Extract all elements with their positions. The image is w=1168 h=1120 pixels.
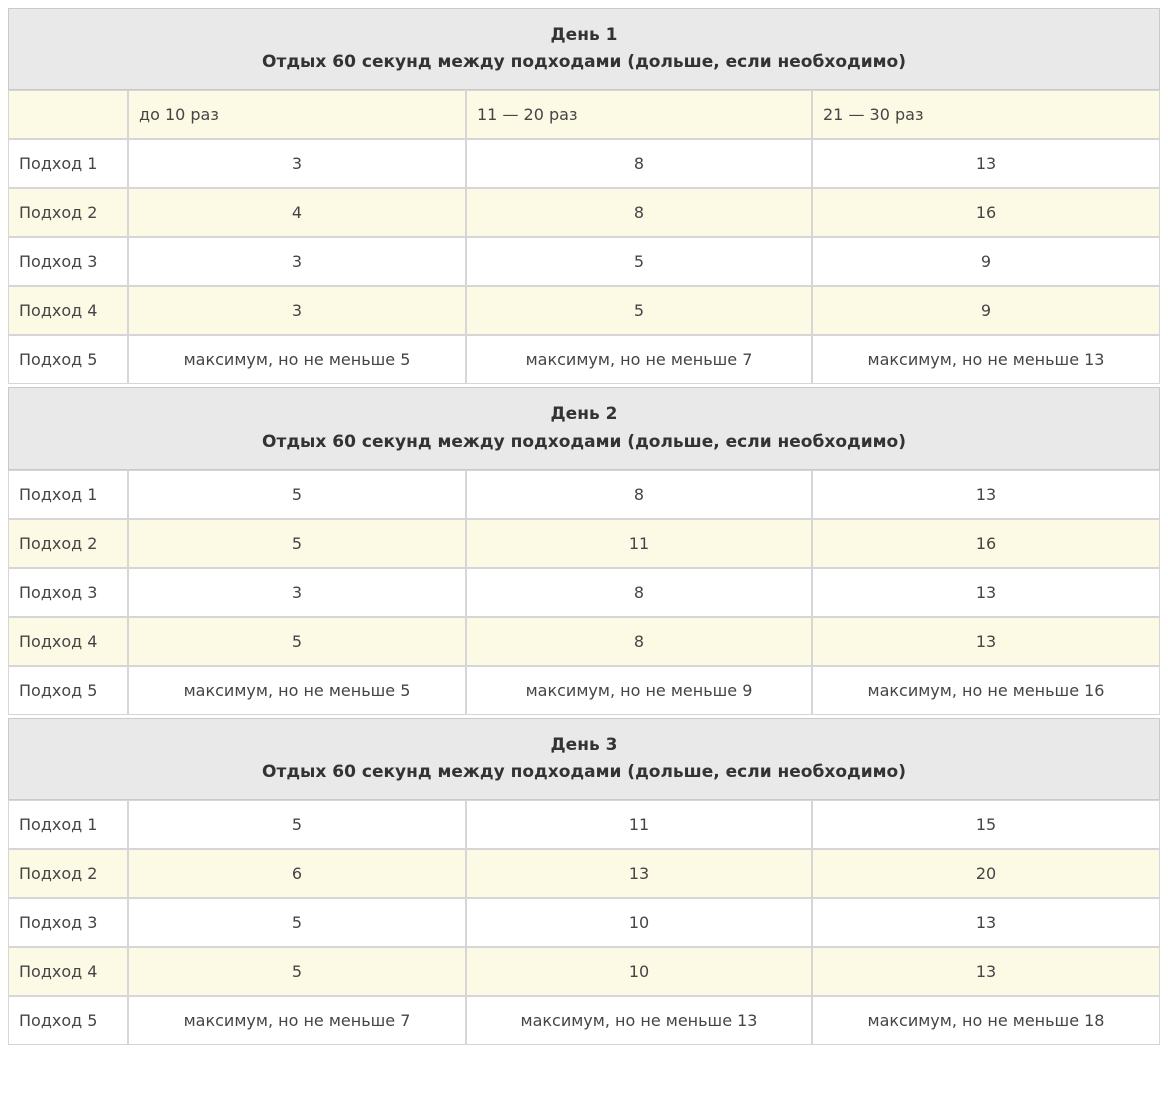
column-header: 11 — 20 раз — [466, 90, 812, 140]
value-cell: максимум, но не меньше 5 — [128, 335, 466, 385]
value-cell: 8 — [466, 567, 812, 617]
value-cell: 11 — [466, 518, 812, 568]
table-row: Подход 2 5 11 16 — [8, 518, 1160, 568]
value-cell: 13 — [812, 947, 1160, 997]
value-cell: 15 — [812, 800, 1160, 850]
row-label: Подход 4 — [8, 616, 128, 666]
value-cell: максимум, но не меньше 13 — [812, 335, 1160, 385]
table-row: Подход 5 максимум, но не меньше 5 максим… — [8, 335, 1160, 385]
day-table-3: День 3 Отдых 60 секунд между подходами (… — [8, 717, 1160, 1046]
value-cell: 5 — [128, 616, 466, 666]
value-cell: 8 — [466, 616, 812, 666]
table-row: Подход 3 5 10 13 — [8, 898, 1160, 948]
row-label: Подход 4 — [8, 286, 128, 336]
table-row: Подход 2 6 13 20 — [8, 849, 1160, 899]
table-row: Подход 4 5 10 13 — [8, 947, 1160, 997]
value-cell: 3 — [128, 567, 466, 617]
row-label: Подход 4 — [8, 947, 128, 997]
value-cell: 9 — [812, 237, 1160, 287]
day-header-row: День 2 Отдых 60 секунд между подходами (… — [8, 387, 1160, 470]
day-title: День 3 — [550, 734, 618, 755]
table-row: Подход 1 5 11 15 — [8, 800, 1160, 850]
table-row: Подход 2 4 8 16 — [8, 188, 1160, 238]
day-title: День 2 — [550, 404, 618, 425]
value-cell: 20 — [812, 849, 1160, 899]
value-cell: максимум, но не меньше 9 — [466, 665, 812, 715]
row-label: Подход 2 — [8, 518, 128, 568]
value-cell: 13 — [812, 469, 1160, 519]
value-cell: 3 — [128, 139, 466, 189]
column-header: 21 — 30 раз — [812, 90, 1160, 140]
row-label: Подход 5 — [8, 665, 128, 715]
day-subtitle: Отдых 60 секунд между подходами (дольше,… — [262, 52, 906, 73]
corner-cell — [8, 90, 128, 140]
value-cell: 13 — [812, 139, 1160, 189]
value-cell: 11 — [466, 800, 812, 850]
column-header-row: до 10 раз 11 — 20 раз 21 — 30 раз — [8, 90, 1160, 140]
value-cell: 13 — [812, 616, 1160, 666]
table-row: Подход 1 3 8 13 — [8, 139, 1160, 189]
value-cell: 3 — [128, 237, 466, 287]
day-table-1: День 1 Отдых 60 секунд между подходами (… — [8, 8, 1160, 385]
value-cell: максимум, но не меньше 18 — [812, 996, 1160, 1046]
table-row: Подход 4 5 8 13 — [8, 616, 1160, 666]
row-label: Подход 1 — [8, 800, 128, 850]
value-cell: 9 — [812, 286, 1160, 336]
column-header: до 10 раз — [128, 90, 466, 140]
row-label: Подход 5 — [8, 335, 128, 385]
day-table-2: День 2 Отдых 60 секунд между подходами (… — [8, 387, 1160, 715]
value-cell: максимум, но не меньше 16 — [812, 665, 1160, 715]
table-row: Подход 1 5 8 13 — [8, 469, 1160, 519]
value-cell: 13 — [812, 898, 1160, 948]
value-cell: 5 — [466, 237, 812, 287]
value-cell: 8 — [466, 469, 812, 519]
day-header: День 2 Отдых 60 секунд между подходами (… — [8, 387, 1160, 470]
row-label: Подход 2 — [8, 188, 128, 238]
value-cell: 8 — [466, 188, 812, 238]
value-cell: 5 — [128, 518, 466, 568]
row-label: Подход 2 — [8, 849, 128, 899]
value-cell: максимум, но не меньше 13 — [466, 996, 812, 1046]
value-cell: 13 — [466, 849, 812, 899]
value-cell: 3 — [128, 286, 466, 336]
value-cell: максимум, но не меньше 7 — [128, 996, 466, 1046]
day-title: День 1 — [550, 25, 618, 45]
value-cell: максимум, но не меньше 5 — [128, 665, 466, 715]
value-cell: 6 — [128, 849, 466, 899]
day-subtitle: Отдых 60 секунд между подходами (дольше,… — [262, 761, 906, 782]
table-row: Подход 3 3 5 9 — [8, 237, 1160, 287]
table-row: Подход 5 максимум, но не меньше 7 максим… — [8, 996, 1160, 1046]
table-row: Подход 3 3 8 13 — [8, 567, 1160, 617]
day-header-row: День 1 Отдых 60 секунд между подходами (… — [8, 8, 1160, 91]
workout-plan-tables: День 1 Отдых 60 секунд между подходами (… — [8, 8, 1160, 1046]
value-cell: 16 — [812, 188, 1160, 238]
value-cell: 5 — [128, 469, 466, 519]
value-cell: 10 — [466, 947, 812, 997]
row-label: Подход 3 — [8, 898, 128, 948]
value-cell: 5 — [128, 898, 466, 948]
value-cell: 5 — [128, 800, 466, 850]
day-header: День 3 Отдых 60 секунд между подходами (… — [8, 717, 1160, 801]
row-label: Подход 5 — [8, 996, 128, 1046]
value-cell: 10 — [466, 898, 812, 948]
day-header-row: День 3 Отдых 60 секунд между подходами (… — [8, 717, 1160, 801]
value-cell: 13 — [812, 567, 1160, 617]
value-cell: 8 — [466, 139, 812, 189]
row-label: Подход 3 — [8, 567, 128, 617]
day-header: День 1 Отдых 60 секунд между подходами (… — [8, 8, 1160, 91]
value-cell: 5 — [466, 286, 812, 336]
table-row: Подход 5 максимум, но не меньше 5 максим… — [8, 665, 1160, 715]
value-cell: максимум, но не меньше 7 — [466, 335, 812, 385]
value-cell: 5 — [128, 947, 466, 997]
day-subtitle: Отдых 60 секунд между подходами (дольше,… — [262, 431, 906, 452]
row-label: Подход 1 — [8, 469, 128, 519]
row-label: Подход 1 — [8, 139, 128, 189]
row-label: Подход 3 — [8, 237, 128, 287]
value-cell: 4 — [128, 188, 466, 238]
table-row: Подход 4 3 5 9 — [8, 286, 1160, 336]
value-cell: 16 — [812, 518, 1160, 568]
